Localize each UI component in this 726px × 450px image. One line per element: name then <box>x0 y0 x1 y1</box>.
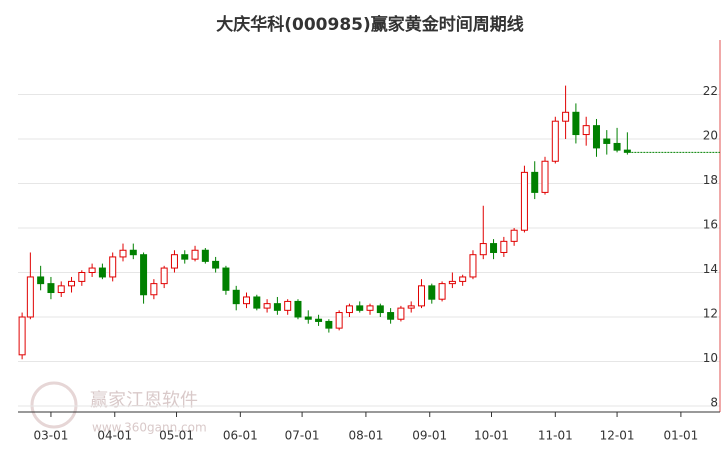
candle-body <box>26 276 34 318</box>
y-tick-label: 20 <box>703 129 718 143</box>
candle-body <box>397 307 405 320</box>
candle-body <box>98 267 106 278</box>
candle-body <box>387 312 395 320</box>
candle-body <box>212 260 220 269</box>
candle-body <box>603 138 611 144</box>
y-tick-label: 10 <box>703 351 718 365</box>
watermark-text: 赢家江恩软件 <box>90 389 198 411</box>
candle-body <box>438 283 446 300</box>
candle-body <box>356 305 364 311</box>
candle-body <box>428 285 436 300</box>
candle-body <box>551 120 559 162</box>
x-tick-label: 05-01 <box>159 429 194 443</box>
candle-body <box>376 305 384 314</box>
candle-body <box>490 243 498 253</box>
candle-body <box>284 300 292 311</box>
y-tick-label: 12 <box>703 307 718 321</box>
candle-body <box>531 171 539 193</box>
chart-title: 大庆华科(000985)赢家黄金时间周期线 <box>216 14 524 35</box>
candle-body <box>562 111 570 122</box>
candle-body <box>191 249 199 260</box>
candle-body <box>469 254 477 278</box>
candle-body <box>479 243 487 256</box>
candle-body <box>129 249 137 256</box>
candle-body <box>68 280 76 287</box>
x-tick-label: 07-01 <box>285 429 320 443</box>
candle-body <box>181 254 189 260</box>
candle-body <box>253 296 261 309</box>
candle-body <box>18 316 26 356</box>
x-tick-label: 01-01 <box>663 429 698 443</box>
candle-body <box>119 249 127 258</box>
candle-body <box>366 305 374 311</box>
x-tick-label: 06-01 <box>223 429 258 443</box>
candle-body <box>345 305 353 314</box>
y-tick-label: 18 <box>703 173 718 187</box>
candle-body <box>304 316 312 320</box>
candle-body <box>37 276 45 285</box>
x-tick-label: 09-01 <box>412 429 447 443</box>
candle-body <box>407 305 415 309</box>
candle-body <box>109 256 117 278</box>
candle-body <box>417 285 425 307</box>
candle-body <box>572 111 580 136</box>
candle-body <box>315 318 323 322</box>
candle-body <box>623 149 631 153</box>
candle-body <box>592 125 600 149</box>
candle-body <box>582 125 590 136</box>
x-tick-label: 12-01 <box>600 429 635 443</box>
watermark-url: www.360gann.com <box>92 421 207 435</box>
candle-body <box>273 303 281 311</box>
candle-body <box>263 303 271 309</box>
candle-body <box>510 229 518 242</box>
x-tick-label: 11-01 <box>538 429 573 443</box>
y-tick-label: 16 <box>703 218 718 232</box>
x-tick-label: 04-01 <box>97 429 132 443</box>
y-tick-label: 8 <box>710 396 718 410</box>
candle-body <box>448 280 456 285</box>
candle-body <box>500 240 508 253</box>
candle-body <box>325 320 333 329</box>
x-tick-label: 10-01 <box>474 429 509 443</box>
candle-body <box>57 285 65 294</box>
candle-body <box>541 160 549 193</box>
candle-body <box>613 142 621 151</box>
candle-body <box>201 249 209 262</box>
candle-body <box>88 267 96 273</box>
candle-body <box>520 171 528 231</box>
candle-body <box>243 296 251 305</box>
candle-body <box>294 300 302 318</box>
candle-body <box>150 283 158 296</box>
x-tick-label: 08-01 <box>348 429 383 443</box>
candle-body <box>232 289 240 305</box>
candle-body <box>47 283 55 294</box>
candle-body <box>160 267 168 285</box>
candle-body <box>222 267 230 291</box>
candle-body <box>459 276 467 282</box>
candle-body <box>140 254 148 296</box>
watermark-logo <box>30 381 78 429</box>
candle-body <box>335 312 343 329</box>
y-tick-label: 14 <box>703 262 718 276</box>
candle-body <box>170 254 178 269</box>
y-tick-label: 22 <box>703 84 718 98</box>
x-tick-label: 03-01 <box>34 429 69 443</box>
candle-body <box>78 272 86 282</box>
watermark: 赢家江恩软件 www.360gann.com <box>30 381 207 435</box>
